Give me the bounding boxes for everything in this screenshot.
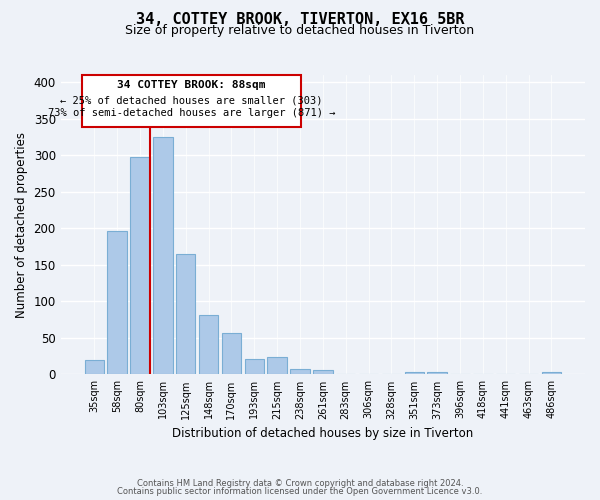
Bar (221, 333, 241, 374)
Bar (290, 370, 310, 374)
Y-axis label: Number of detached properties: Number of detached properties (15, 132, 28, 318)
Text: Contains HM Land Registry data © Crown copyright and database right 2024.: Contains HM Land Registry data © Crown c… (137, 478, 463, 488)
Bar (542, 372, 561, 374)
Bar (176, 254, 196, 374)
Bar (404, 372, 424, 374)
Text: Contains public sector information licensed under the Open Government Licence v3: Contains public sector information licen… (118, 487, 482, 496)
Bar (85, 360, 104, 374)
Text: Size of property relative to detached houses in Tiverton: Size of property relative to detached ho… (125, 24, 475, 37)
Bar (107, 230, 127, 374)
Bar (313, 370, 332, 374)
Text: 34, COTTEY BROOK, TIVERTON, EX16 5BR: 34, COTTEY BROOK, TIVERTON, EX16 5BR (136, 12, 464, 28)
Bar (245, 359, 264, 374)
Bar (199, 314, 218, 374)
X-axis label: Distribution of detached houses by size in Tiverton: Distribution of detached houses by size … (172, 427, 473, 440)
Text: 34 COTTEY BROOK: 88sqm: 34 COTTEY BROOK: 88sqm (117, 80, 266, 90)
Bar (268, 357, 287, 374)
Bar (153, 137, 173, 374)
Bar (427, 372, 447, 374)
Text: 73% of semi-detached houses are larger (871) →: 73% of semi-detached houses are larger (… (47, 108, 335, 118)
Bar (130, 157, 149, 374)
Text: ← 25% of detached houses are smaller (303): ← 25% of detached houses are smaller (30… (60, 96, 323, 106)
